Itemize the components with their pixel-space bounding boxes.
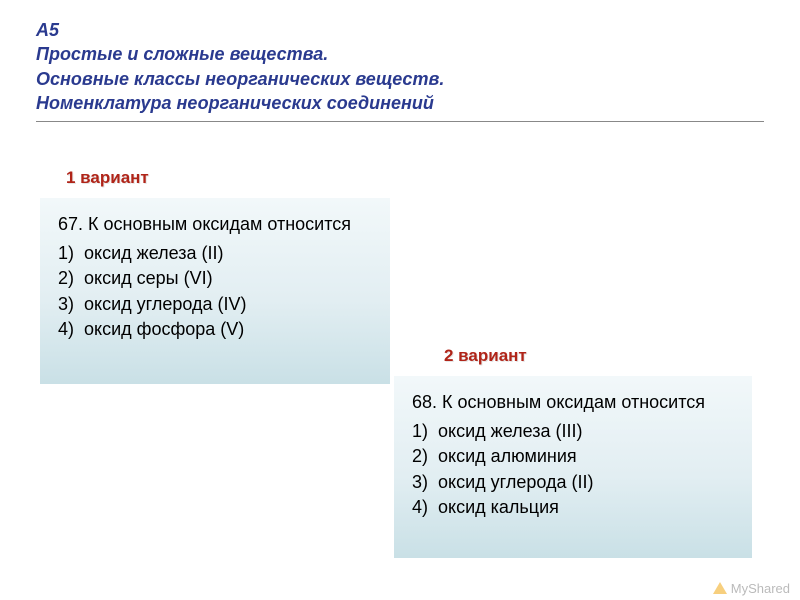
question-2-option: 3) оксид углерода (II): [412, 470, 734, 495]
question-2-option: 4) оксид кальция: [412, 495, 734, 520]
header-line-1: А5: [36, 18, 764, 42]
variant-1-label: 1 вариант: [66, 168, 149, 188]
option-text: оксид углерода (II): [438, 472, 593, 492]
question-2-text: 68. К основным оксидам относится: [412, 390, 734, 415]
header-line-3: Основные классы неорганических веществ.: [36, 67, 764, 91]
question-1-stem: К основным оксидам относится: [88, 214, 351, 234]
option-number: 2): [58, 266, 74, 291]
question-card-2: 68. К основным оксидам относится 1) окси…: [394, 376, 752, 558]
watermark: MyShared: [713, 578, 790, 598]
question-1-option: 1) оксид железа (II): [58, 241, 372, 266]
slide-header: А5 Простые и сложные вещества. Основные …: [36, 18, 764, 122]
option-number: 1): [412, 419, 428, 444]
watermark-triangle-icon: [713, 582, 727, 594]
option-text: оксид алюминия: [438, 446, 577, 466]
option-number: 3): [58, 292, 74, 317]
question-1-option: 4) оксид фосфора (V): [58, 317, 372, 342]
question-1-number: 67.: [58, 214, 83, 234]
question-1-option: 3) оксид углерода (IV): [58, 292, 372, 317]
option-text: оксид железа (II): [84, 243, 223, 263]
option-text: оксид кальция: [438, 497, 559, 517]
header-divider: [36, 121, 764, 122]
variant-2-label: 2 вариант: [444, 346, 527, 366]
option-text: оксид железа (III): [438, 421, 582, 441]
option-number: 1): [58, 241, 74, 266]
option-text: оксид углерода (IV): [84, 294, 246, 314]
watermark-text: MyShared: [731, 581, 790, 596]
option-number: 4): [58, 317, 74, 342]
question-1-option: 2) оксид серы (VI): [58, 266, 372, 291]
option-number: 2): [412, 444, 428, 469]
option-text: оксид серы (VI): [84, 268, 213, 288]
option-text: оксид фосфора (V): [84, 319, 244, 339]
header-line-4: Номенклатура неорганических соединений: [36, 91, 764, 115]
question-2-option: 2) оксид алюминия: [412, 444, 734, 469]
header-line-2: Простые и сложные вещества.: [36, 42, 764, 66]
option-number: 4): [412, 495, 428, 520]
question-2-number: 68.: [412, 392, 437, 412]
question-2-option: 1) оксид железа (III): [412, 419, 734, 444]
question-2-stem: К основным оксидам относится: [442, 392, 705, 412]
option-number: 3): [412, 470, 428, 495]
question-1-text: 67. К основным оксидам относится: [58, 212, 372, 237]
question-card-1: 67. К основным оксидам относится 1) окси…: [40, 198, 390, 384]
